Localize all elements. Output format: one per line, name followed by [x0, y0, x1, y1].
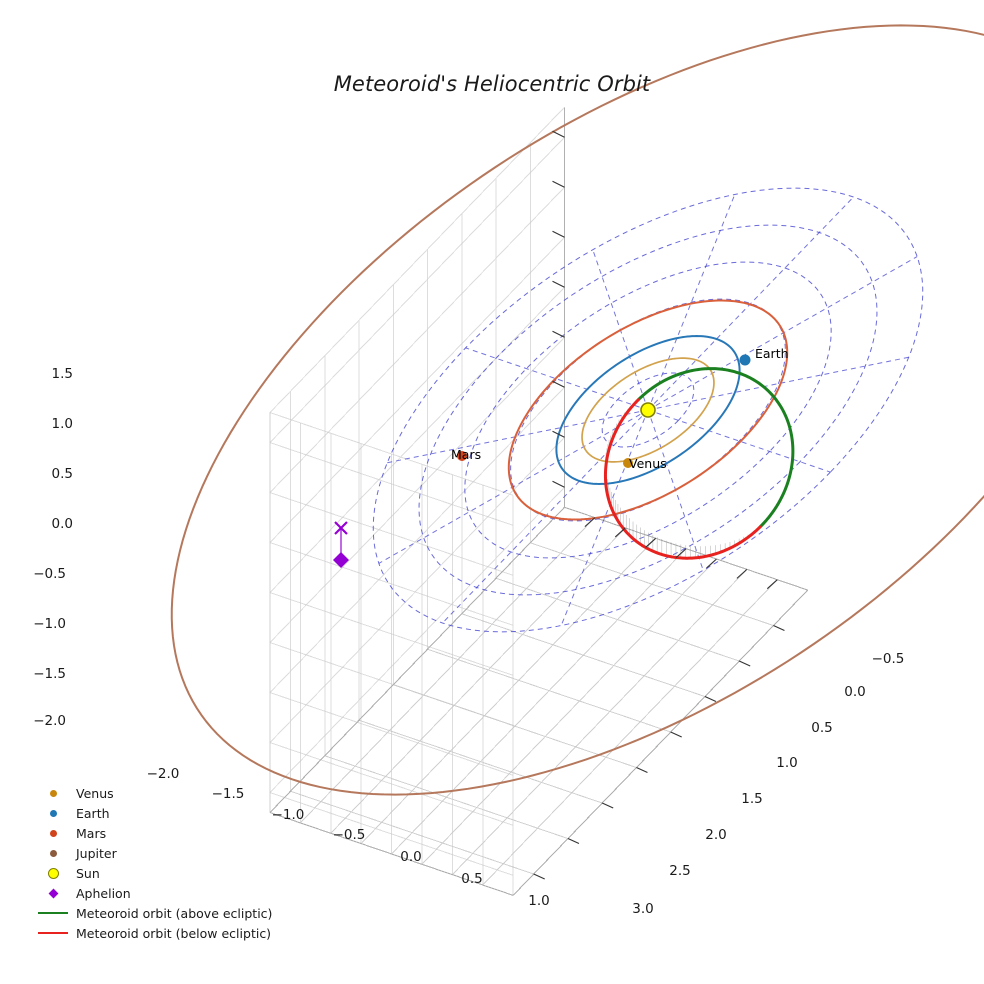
legend-label: Mars — [76, 825, 107, 841]
legend-sun-icon — [47, 867, 59, 879]
legend-label: Earth — [76, 805, 110, 821]
legend-marker-sun — [36, 863, 70, 883]
legend-item-meteoroid-orbit-below-ecliptic[interactable]: Meteoroid orbit (below ecliptic) — [36, 923, 316, 943]
page-title: Meteoroid's Heliocentric Orbit — [333, 72, 651, 96]
legend-label: Meteoroid orbit (below ecliptic) — [76, 925, 272, 941]
z-axis-tick-label: −2.0 — [33, 713, 66, 729]
legend-marker-dot — [36, 823, 70, 843]
y-axis-tick-label: 1.0 — [776, 755, 798, 771]
x-axis-tick-label: 1.0 — [528, 893, 550, 909]
legend-item-venus[interactable]: Venus — [36, 783, 316, 803]
legend-label: Jupiter — [76, 845, 117, 861]
body-label-mars: Mars — [451, 447, 482, 462]
legend-marker-diamond — [36, 883, 70, 903]
legend: Venus Earth Mars Jupiter Sun Aphelion Meteoroi… — [36, 783, 316, 943]
y-axis-tick-label: 0.5 — [811, 720, 833, 736]
x-axis-tick-label: 0.5 — [461, 871, 483, 887]
z-axis-tick-label: −0.5 — [33, 566, 66, 582]
y-axis-tick-label: −0.5 — [871, 651, 905, 667]
ecliptic-polar-grid — [372, 187, 924, 633]
z-axis-tick-label: 0.0 — [51, 516, 73, 532]
aphelion-marker — [333, 552, 349, 568]
legend-item-jupiter[interactable]: Jupiter — [36, 843, 316, 863]
x-axis-tick-label: −1.0 — [271, 807, 305, 823]
legend-item-earth[interactable]: Earth — [36, 803, 316, 823]
x-axis-tick-label: −2.0 — [146, 766, 180, 782]
legend-item-aphelion[interactable]: Aphelion — [36, 883, 316, 903]
x-axis-tick-label: 0.0 — [400, 849, 422, 865]
body-label-venus: Venus — [629, 456, 667, 471]
legend-dot-icon — [49, 809, 57, 817]
venus-marker — [623, 458, 633, 468]
meteoroid-orbit-group — [603, 367, 795, 560]
earth-marker — [739, 354, 751, 366]
legend-marker-line — [36, 903, 70, 923]
z-axis-tick-label: 0.5 — [51, 466, 73, 482]
legend-dot-icon — [49, 829, 57, 837]
legend-line-icon — [38, 931, 68, 935]
y-axis-tick-label: 0.0 — [844, 684, 866, 700]
y-axis-tick-label: 1.5 — [741, 791, 763, 807]
axis-tick-marks — [533, 130, 785, 880]
y-axis-tick-label: 3.0 — [632, 901, 654, 917]
aphelion-projection-x-icon — [334, 521, 348, 535]
axes-panes-group — [269, 106, 809, 896]
legend-dot-icon — [49, 789, 57, 797]
body-label-earth: Earth — [755, 346, 789, 361]
legend-marker-line — [36, 923, 70, 943]
legend-item-sun[interactable]: Sun — [36, 863, 316, 883]
legend-diamond-icon — [48, 888, 58, 898]
legend-line-icon — [38, 911, 68, 915]
legend-marker-dot — [36, 843, 70, 863]
z-axis-tick-label: −1.0 — [33, 616, 66, 632]
body-markers-group — [333, 354, 751, 568]
jupiter-orbit — [170, 24, 984, 796]
x-axis-tick-label: −1.5 — [211, 786, 245, 802]
legend-marker-dot — [36, 803, 70, 823]
legend-marker-dot — [36, 783, 70, 803]
legend-label: Sun — [76, 865, 100, 881]
legend-item-mars[interactable]: Mars — [36, 823, 316, 843]
legend-dot-icon — [49, 849, 57, 857]
y-axis-tick-label: 2.0 — [705, 827, 727, 843]
z-axis-tick-label: 1.5 — [51, 366, 73, 382]
sun-marker — [640, 402, 656, 418]
z-axis-tick-label: −1.5 — [33, 666, 66, 682]
legend-label: Venus — [76, 785, 114, 801]
legend-item-meteoroid-orbit-above-ecliptic[interactable]: Meteoroid orbit (above ecliptic) — [36, 903, 316, 923]
legend-label: Aphelion — [76, 885, 131, 901]
y-axis-tick-label: 2.5 — [669, 863, 691, 879]
mars-marker — [457, 451, 467, 461]
x-axis-tick-label: −0.5 — [332, 827, 366, 843]
legend-label: Meteoroid orbit (above ecliptic) — [76, 905, 273, 921]
z-axis-tick-label: 1.0 — [51, 416, 73, 432]
